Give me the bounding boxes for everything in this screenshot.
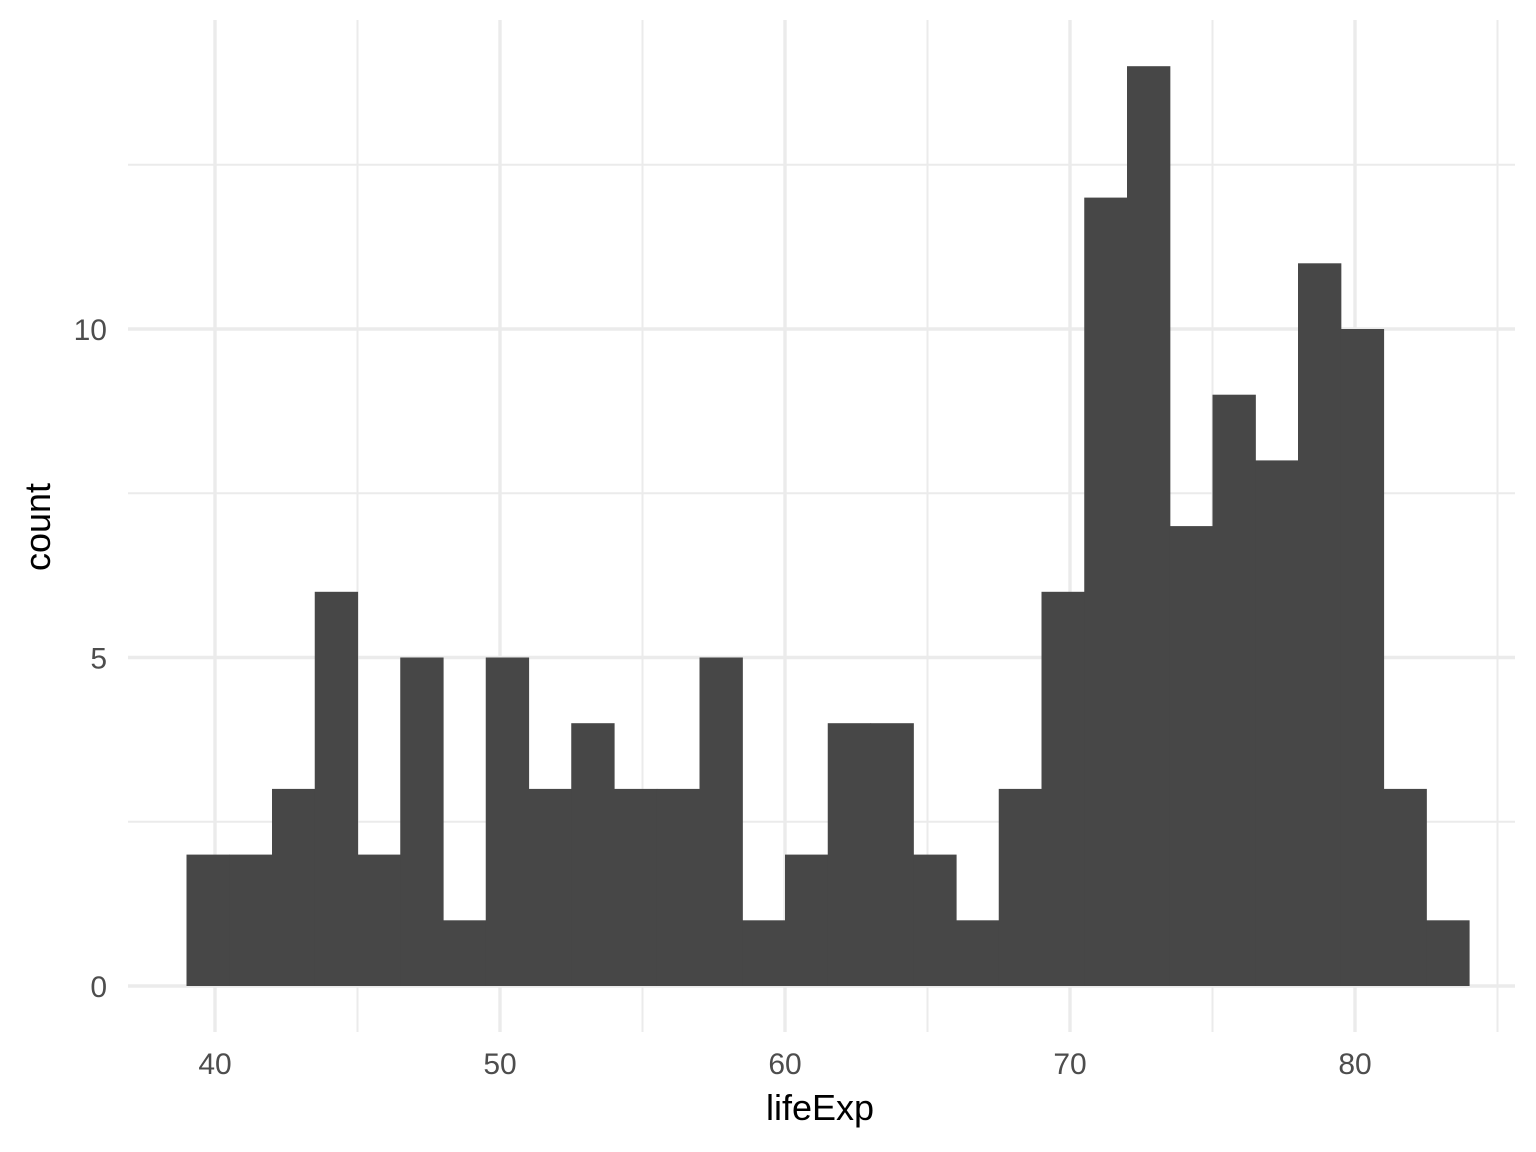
y-tick-label: 10 [74,314,107,347]
y-tick-label: 0 [90,971,107,1004]
histogram-bar [571,723,615,986]
histogram-bar [614,788,658,986]
x-tick-label: 60 [768,1048,801,1081]
histogram-bar [998,788,1043,986]
histogram-bar [357,854,401,986]
x-tick-label: 50 [483,1048,516,1081]
histogram-bar [400,657,444,986]
histogram-bar [1084,197,1128,987]
histogram-bar [314,591,359,986]
x-tick-label: 70 [1053,1048,1086,1081]
y-tick-label: 5 [90,643,107,676]
x-axis-title: lifeExp [766,1087,874,1128]
histogram-bar [870,723,914,986]
histogram-bar [827,723,872,986]
histogram-bar [272,788,316,986]
y-axis-tick-labels: 0 5 10 [74,314,107,1004]
histogram-bar [186,854,230,986]
x-axis-tick-labels: 40 50 60 70 80 [198,1048,1371,1081]
histogram-bar [443,920,487,986]
histogram-bar [1127,66,1171,986]
histogram-bars [186,66,1470,987]
y-axis-title: count [17,483,58,571]
minor-gridlines [128,20,1515,1032]
histogram-bar [528,788,572,986]
x-tick-label: 40 [198,1048,231,1081]
histogram-bar [1212,394,1256,986]
histogram-bar [1383,788,1427,986]
histogram-bar [956,920,1000,986]
histogram-bar [1255,460,1299,986]
histogram-bar [913,854,957,986]
histogram-bar [1169,526,1214,986]
histogram-bar [742,920,786,986]
histogram-bar [1041,591,1085,986]
histogram-bar [1298,263,1342,986]
x-tick-label: 80 [1338,1048,1371,1081]
histogram-bar [229,854,273,986]
histogram-bar [485,657,530,986]
histogram-bar [656,788,701,986]
histogram-bar [785,854,829,986]
histogram-bar [699,657,743,986]
histogram-bar [1426,920,1470,986]
histogram-bar [1340,329,1385,986]
